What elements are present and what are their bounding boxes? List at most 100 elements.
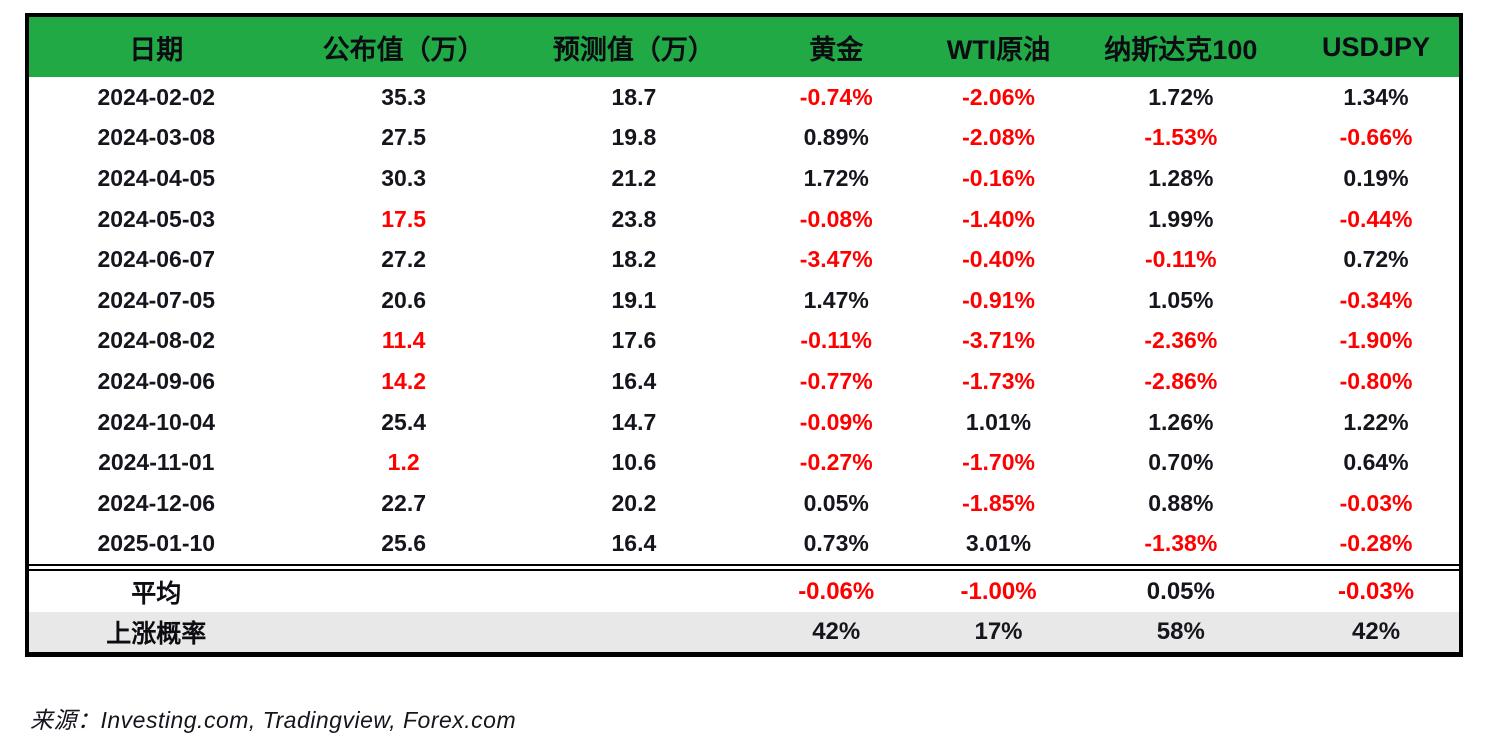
cell-published-value: 11.4 <box>381 327 426 354</box>
cell-wti-crude: -0.40% <box>962 246 1035 273</box>
cell-forecast-value: 18.2 <box>611 246 657 273</box>
cell-forecast-value: 19.8 <box>611 124 657 151</box>
cell-date: 2024-03-08 <box>97 124 216 151</box>
data-table: 日期 公布值（万） 预测值（万） 黄金 WTI原油 纳斯达克100 USDJPY… <box>29 17 1459 653</box>
cell-gold: -3.47% <box>799 246 873 273</box>
cell-date: 平均 <box>29 564 284 613</box>
cell-wti-crude: -2.06% <box>962 83 1035 110</box>
cell-published-value: 22.7 <box>381 489 427 516</box>
cell-gold: 1.72% <box>803 164 869 191</box>
cell-date: 2024-11-01 <box>98 449 215 476</box>
table-row: 2024-05-03 17.5 23.8 -0.08% -1.40% 1.99% -0.44… <box>29 199 1459 240</box>
cell-published-value <box>283 564 524 613</box>
table-body: 2024-02-02 35.3 18.7 -0.74% -2.06% 1.72% 1.34%… <box>29 77 1459 568</box>
cell-published-value: 1.2 <box>387 449 420 476</box>
cell-wti-crude: -0.16% <box>962 164 1035 191</box>
cell-nasdaq100: -2.86% <box>1144 367 1218 394</box>
cell-forecast-value: 16.4 <box>611 530 657 557</box>
cell-date: 2025-01-10 <box>97 530 216 557</box>
cell-date: 2024-12-06 <box>97 489 216 516</box>
cell-gold: -0.06% <box>743 564 929 613</box>
cell-nasdaq100: -1.53% <box>1144 124 1218 151</box>
cell-date: 2024-08-02 <box>97 327 216 354</box>
cell-published-value: 27.5 <box>381 124 427 151</box>
cell-gold: -0.09% <box>799 408 873 435</box>
source-note: 来源：Investing.com, Tradingview, Forex.com <box>30 707 517 733</box>
cell-published-value <box>283 612 524 653</box>
cell-usdjpy: -0.44% <box>1339 205 1413 232</box>
cell-wti-crude: -1.85% <box>962 489 1035 516</box>
cell-forecast-value: 21.2 <box>611 164 657 191</box>
cell-published-value: 35.3 <box>381 83 427 110</box>
cell-usdjpy: 0.64% <box>1343 449 1409 476</box>
cell-nasdaq100: 1.99% <box>1148 205 1214 232</box>
cell-gold: 0.05% <box>803 489 869 516</box>
table-row: 2024-03-08 27.5 19.8 0.89% -2.08% -1.53% -0.66… <box>29 118 1459 159</box>
cell-date: 2024-02-02 <box>97 83 216 110</box>
cell-date: 2024-06-07 <box>97 246 216 273</box>
cell-published-value: 14.2 <box>381 367 427 394</box>
cell-nasdaq100: 0.05% <box>1068 564 1294 613</box>
table-row: 2024-12-06 22.7 20.2 0.05% -1.85% 0.88% -0.03% <box>29 483 1459 524</box>
cell-gold: -0.74% <box>799 83 873 110</box>
cell-forecast-value: 19.1 <box>611 286 657 313</box>
cell-forecast-value: 18.7 <box>611 83 657 110</box>
cell-wti-crude: -1.00% <box>928 564 1069 613</box>
cell-gold: -0.08% <box>799 205 873 232</box>
cell-usdjpy: 1.22% <box>1343 408 1409 435</box>
cell-forecast-value <box>523 612 744 653</box>
column-header-usdjpy: USDJPY <box>1293 17 1459 77</box>
cell-forecast-value: 17.6 <box>611 327 657 354</box>
table-row: 2024-08-02 11.4 17.6 -0.11% -3.71% -2.36% -1.9… <box>29 321 1459 362</box>
cell-nasdaq100: 1.28% <box>1148 164 1214 191</box>
column-header-published-value: 公布值（万） <box>283 17 524 77</box>
cell-nasdaq100: 1.05% <box>1148 286 1214 313</box>
cell-nasdaq100: -0.11% <box>1145 246 1217 273</box>
table-row: 2025-01-10 25.6 16.4 0.73% 3.01% -1.38% -0.28% <box>29 524 1459 568</box>
column-header-gold: 黄金 <box>743 17 929 77</box>
cell-usdjpy: 0.72% <box>1343 246 1409 273</box>
cell-usdjpy: 0.19% <box>1343 164 1409 191</box>
header-row: 日期 公布值（万） 预测值（万） 黄金 WTI原油 纳斯达克100 USDJPY <box>29 17 1459 77</box>
cell-published-value: 30.3 <box>381 164 427 191</box>
cell-usdjpy: 1.34% <box>1343 83 1409 110</box>
cell-nasdaq100: -1.38% <box>1144 530 1218 557</box>
cell-published-value: 20.6 <box>381 286 427 313</box>
cell-wti-crude: 17% <box>928 612 1069 653</box>
table-header: 日期 公布值（万） 预测值（万） 黄金 WTI原油 纳斯达克100 USDJPY <box>29 17 1459 77</box>
table-row: 2024-06-07 27.2 18.2 -3.47% -0.40% -0.11% 0.72… <box>29 239 1459 280</box>
cell-date: 2024-09-06 <box>97 367 216 394</box>
cell-nasdaq100: 0.88% <box>1148 489 1214 516</box>
cell-gold: -0.77% <box>799 367 873 394</box>
cell-forecast-value: 16.4 <box>611 367 657 394</box>
cell-forecast-value: 14.7 <box>611 408 657 435</box>
cell-published-value: 17.5 <box>381 205 427 232</box>
cell-wti-crude: -1.70% <box>962 449 1035 476</box>
cell-usdjpy: -0.03% <box>1339 489 1413 516</box>
table-row: 2024-04-05 30.3 21.2 1.72% -0.16% 1.28% 0.19% <box>29 158 1459 199</box>
cell-date: 2024-04-05 <box>97 164 216 191</box>
cell-usdjpy: -1.90% <box>1339 327 1413 354</box>
table-footer: 平均 -0.06% -1.00% 0.05% -0.03% 上涨概率 42% 17% 58% 42… <box>29 564 1459 653</box>
cell-forecast-value: 20.2 <box>611 489 657 516</box>
cell-published-value: 25.6 <box>381 530 427 557</box>
cell-gold: -0.11% <box>800 327 873 354</box>
table-row: 2024-09-06 14.2 16.4 -0.77% -1.73% -2.86% -0.8… <box>29 361 1459 402</box>
cell-wti-crude: -3.71% <box>962 327 1035 354</box>
cell-nasdaq100: 0.70% <box>1148 449 1214 476</box>
cell-wti-crude: -1.40% <box>962 205 1035 232</box>
cell-date: 2024-07-05 <box>97 286 216 313</box>
column-header-forecast-value: 预测值（万） <box>523 17 744 77</box>
table-row: 2024-10-04 25.4 14.7 -0.09% 1.01% 1.26% 1.22% <box>29 402 1459 443</box>
cell-wti-crude: 1.01% <box>965 408 1032 435</box>
cell-nasdaq100: 58% <box>1068 612 1294 653</box>
table-row: 2024-02-02 35.3 18.7 -0.74% -2.06% 1.72% 1.34% <box>29 77 1459 118</box>
column-header-nasdaq100: 纳斯达克100 <box>1068 17 1294 77</box>
cell-published-value: 25.4 <box>381 408 427 435</box>
cell-usdjpy: -0.66% <box>1339 124 1413 151</box>
cell-published-value: 27.2 <box>381 246 427 273</box>
cell-wti-crude: -1.73% <box>962 367 1035 394</box>
cell-nasdaq100: 1.72% <box>1148 83 1214 110</box>
cell-wti-crude: -0.91% <box>962 286 1035 313</box>
cell-forecast-value: 10.6 <box>611 449 657 476</box>
